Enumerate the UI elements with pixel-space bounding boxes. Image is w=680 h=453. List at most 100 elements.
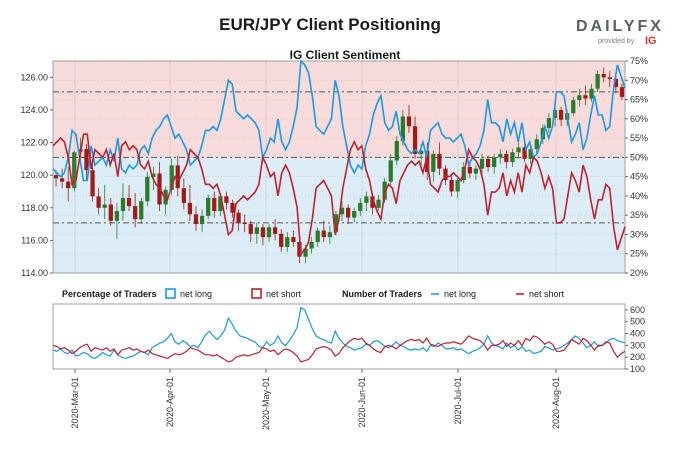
brand-ig: IG xyxy=(645,35,657,47)
candle-body xyxy=(558,109,564,120)
chart-subtitle: IG Client Sentiment xyxy=(289,48,401,62)
bottom-tick-label: 600 xyxy=(630,305,645,315)
net-long-line xyxy=(52,59,626,182)
candle-body xyxy=(327,232,333,238)
candle-body xyxy=(248,224,253,234)
left-tick-label: 120.00 xyxy=(20,170,48,180)
right-tick-label: 50% xyxy=(630,152,648,162)
candle-body xyxy=(388,160,393,182)
candle-body xyxy=(151,173,156,177)
candle-body xyxy=(473,168,479,174)
candle-body xyxy=(120,197,126,212)
right-tick-label: 40% xyxy=(630,191,648,201)
candle-body xyxy=(175,165,180,189)
candle-body xyxy=(449,180,454,192)
candle-body xyxy=(212,197,217,212)
x-tick-label: 2020-Jun-01 xyxy=(357,377,367,428)
x-tick-label: 2020-May-01 xyxy=(261,377,271,430)
left-tick-label: 124.00 xyxy=(20,105,48,115)
candle-body xyxy=(84,149,89,171)
candle-body xyxy=(279,233,284,247)
candle-body xyxy=(601,74,606,78)
legend-net-long: net long xyxy=(180,289,212,299)
x-tick-label: 2020-Aug-01 xyxy=(551,377,561,429)
legend-net-short: net short xyxy=(266,289,302,299)
candle-body xyxy=(315,230,320,243)
trader-count-series xyxy=(52,306,626,363)
candle-body xyxy=(431,153,436,172)
left-tick-label: 116.00 xyxy=(21,235,48,245)
candle-body xyxy=(400,116,406,141)
right-tick-label: 45% xyxy=(630,172,648,182)
right-tick-label: 35% xyxy=(630,210,648,220)
sentiment-series xyxy=(52,59,626,256)
right-tick-label: 70% xyxy=(630,75,648,85)
candle-body xyxy=(126,197,132,207)
legend-long-swatch xyxy=(165,288,176,299)
candle-body xyxy=(498,153,503,158)
candle-body xyxy=(169,165,174,190)
bottom-tick-label: 300 xyxy=(630,340,645,350)
candle-body xyxy=(339,207,345,215)
candle-body xyxy=(364,196,369,203)
candle-body xyxy=(613,78,619,88)
candle-body xyxy=(254,227,259,234)
candle-body xyxy=(571,100,576,114)
candle-body xyxy=(66,181,71,189)
legend-net-long-2: net long xyxy=(444,289,476,299)
candle-body xyxy=(467,167,472,174)
candle-body xyxy=(206,197,211,216)
candle-body xyxy=(260,227,266,238)
candle-body xyxy=(504,153,509,163)
candle-body xyxy=(53,175,59,179)
legend: Percentage of Traders net long net short… xyxy=(62,288,565,299)
left-tick-label: 126.00 xyxy=(20,72,48,82)
candle-body xyxy=(333,214,339,233)
legend-percentage-label: Percentage of Traders xyxy=(62,289,157,299)
right-tick-label: 75% xyxy=(630,56,648,66)
candle-body xyxy=(358,202,363,212)
right-tick-label: 20% xyxy=(630,268,648,278)
candle-body xyxy=(516,147,521,153)
short-zone xyxy=(53,61,625,158)
x-axis-labels: 2020-Mar-01 2020-Apr-01 2020-May-01 2020-Ju… xyxy=(70,61,561,430)
bottom-tick-label: 200 xyxy=(630,352,645,362)
bottom-tick-label: 500 xyxy=(630,317,645,327)
candle-body xyxy=(309,242,314,249)
candle-body xyxy=(224,196,229,203)
right-tick-label: 65% xyxy=(630,95,648,105)
candle-body xyxy=(133,206,138,220)
candle-body xyxy=(619,87,625,97)
candle-body xyxy=(522,147,527,159)
right-tick-label: 60% xyxy=(630,114,648,124)
candle-body xyxy=(96,196,101,208)
candle-body xyxy=(199,215,205,225)
candle-body xyxy=(303,248,308,257)
candle-body xyxy=(583,95,588,99)
candle-body xyxy=(218,196,223,212)
candle-body xyxy=(485,158,491,167)
right-tick-label: 30% xyxy=(630,229,648,239)
candle-body xyxy=(291,237,296,243)
candle-body xyxy=(437,153,442,169)
candle-body xyxy=(145,176,150,202)
candle-body xyxy=(370,196,375,208)
candle-body xyxy=(230,202,235,213)
candle-body xyxy=(181,188,186,203)
candle-body xyxy=(455,180,460,192)
candle-body xyxy=(546,118,552,128)
candle-body xyxy=(321,230,326,238)
brand-word: DAILYFX xyxy=(576,18,664,35)
candle-body xyxy=(552,109,558,119)
candle-body xyxy=(534,139,539,150)
bottom-tick-label: 400 xyxy=(630,329,645,339)
count-long-line xyxy=(52,306,626,360)
bottom-panel-frame xyxy=(52,303,626,370)
candle-body xyxy=(266,227,272,238)
left-axis: 114.00 116.00 118.00 120.00 122.00 124.00 126.… xyxy=(20,72,53,278)
candle-body xyxy=(102,204,107,208)
x-tick-label: 2020-Apr-01 xyxy=(165,377,175,427)
